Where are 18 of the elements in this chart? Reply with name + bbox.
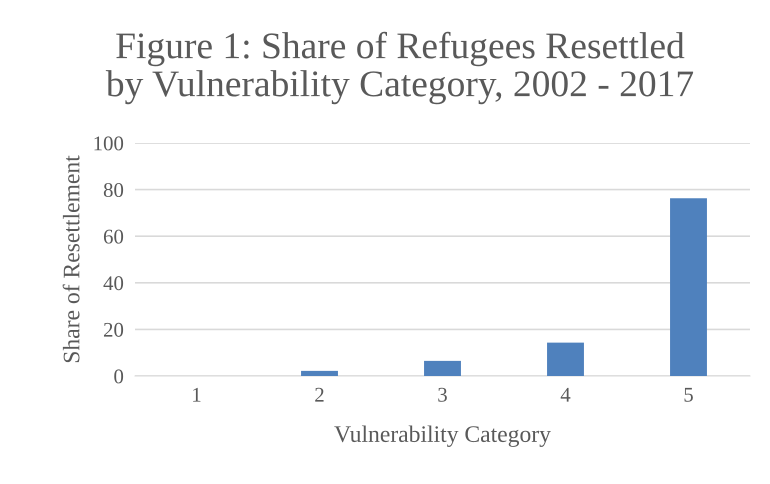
y-tick-label: 40 [103,276,124,290]
x-tick-label: 3 [438,388,447,402]
x-axis-title: Vulnerability Category [334,425,551,447]
chart-title: Figure 1: Share of Refugees Resettled by Vulnerability Category, 2002 - 2017 [106,32,694,104]
bar [547,342,584,376]
x-tick-label: 4 [560,388,570,402]
y-axis-title: Share of Resettlement [62,155,80,362]
y-tick-label: 100 [94,136,124,150]
bar [301,370,338,376]
x-tick-label: 2 [315,388,324,402]
bar [424,360,461,376]
x-tick-label: 1 [193,388,200,402]
y-tick-label: 0 [114,369,124,384]
y-tick-label: 60 [104,230,124,244]
bar [670,198,707,376]
y-tick-label: 80 [104,182,124,198]
x-tick-label: 5 [684,388,693,402]
y-tick-label: 20 [104,322,124,337]
